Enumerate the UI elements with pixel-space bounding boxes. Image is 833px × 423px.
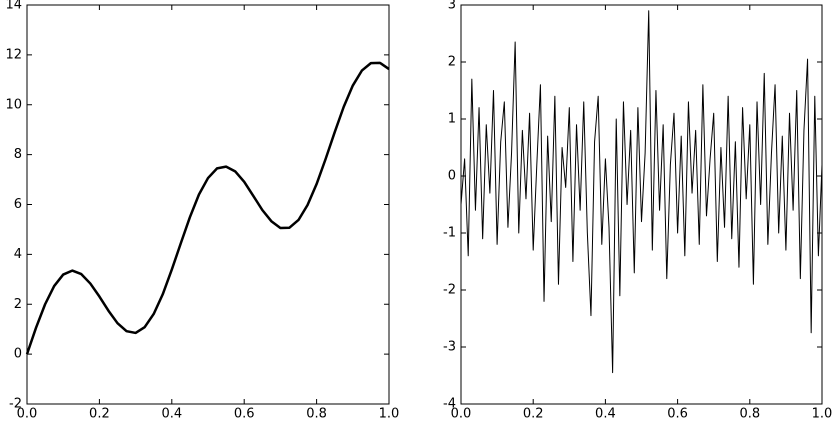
- x-tick-label: 0.2: [89, 407, 110, 422]
- x-tick-label: 0.2: [523, 407, 544, 422]
- y-tick-label: -2: [443, 283, 456, 298]
- x-tick-label: 0.6: [234, 407, 255, 422]
- y-tick-label: -3: [443, 340, 456, 355]
- y-tick-label: 12: [5, 47, 22, 62]
- data-line: [25, 61, 390, 355]
- x-tick-label: 0.0: [17, 407, 38, 422]
- x-tick-label: 1.0: [379, 407, 400, 422]
- y-tick-label: 10: [5, 97, 22, 112]
- x-tick-label: 1.0: [812, 407, 833, 422]
- y-tick-label: 2: [448, 55, 456, 70]
- x-tick-label: 0.0: [451, 407, 472, 422]
- y-tick-label: -2: [9, 397, 22, 412]
- y-tick-label: 8: [14, 147, 22, 162]
- x-tick-label: 0.6: [667, 407, 688, 422]
- y-tick-label: 0: [448, 169, 456, 184]
- plot-frame: [26, 4, 390, 405]
- y-tick-label: 2: [14, 297, 22, 312]
- y-tick-label: 0: [14, 347, 22, 362]
- x-tick-label: 0.8: [306, 407, 327, 422]
- y-tick-label: 3: [448, 0, 456, 13]
- y-tick-label: 4: [14, 247, 22, 262]
- y-tick-label: 14: [5, 0, 22, 13]
- y-tick-label: 6: [14, 197, 22, 212]
- y-tick-label: -1: [443, 226, 456, 241]
- data-line: [460, 10, 823, 374]
- y-tick-label: -4: [443, 397, 456, 412]
- x-tick-label: 0.4: [595, 407, 616, 422]
- x-tick-label: 0.4: [161, 407, 182, 422]
- plot-frame: [460, 4, 823, 405]
- y-tick-label: 1: [448, 112, 456, 127]
- x-tick-label: 0.8: [739, 407, 760, 422]
